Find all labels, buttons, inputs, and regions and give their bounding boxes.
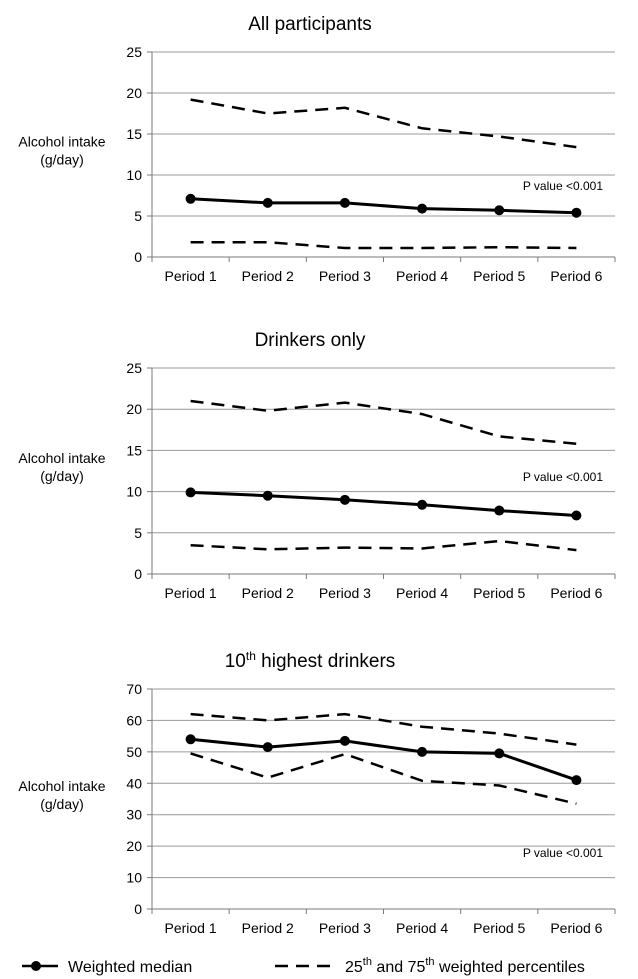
x-tick-label: Period 3 — [319, 268, 371, 284]
y-tick-label: 10 — [126, 167, 142, 183]
chart-title-superscript: th — [246, 649, 256, 663]
legend-percentile-label: 25th and 75th weighted percentiles — [345, 956, 585, 976]
data-point — [339, 197, 350, 208]
y-axis-label-line2: (g/day) — [40, 468, 84, 484]
y-axis-label-line1: Alcohol intake — [18, 778, 105, 794]
y-tick-label: 20 — [126, 85, 142, 101]
data-point — [262, 490, 273, 501]
data-point — [494, 505, 505, 516]
data-point — [339, 494, 350, 505]
x-tick-label: Period 3 — [319, 585, 371, 601]
y-tick-label: 10 — [126, 870, 142, 886]
data-point — [185, 734, 196, 745]
y-tick-label: 10 — [126, 484, 142, 500]
y-tick-label: 70 — [126, 681, 142, 697]
p-value-annotation: P value <0.001 — [523, 470, 604, 484]
chart-title-text: All participants — [248, 14, 372, 35]
y-tick-label: 50 — [126, 744, 142, 760]
legend-median-marker-icon — [31, 961, 41, 971]
chart-title: 10th highest drinkers — [225, 649, 396, 672]
y-tick-label: 20 — [126, 401, 142, 417]
legend-percentile-part2: and 75 — [372, 959, 425, 976]
x-tick-label: Period 6 — [550, 920, 602, 936]
series-line-median — [190, 490, 577, 517]
series-line-median — [190, 737, 577, 782]
data-point — [494, 748, 505, 759]
x-tick-label: Period 4 — [396, 920, 448, 936]
data-point — [185, 193, 196, 204]
p-value-annotation: P value <0.001 — [523, 179, 604, 193]
series-line-dashed — [190, 712, 577, 746]
legend-percentile-sup2: th — [425, 956, 434, 968]
data-point — [571, 207, 582, 218]
data-point — [571, 775, 582, 786]
y-tick-label: 60 — [126, 712, 142, 728]
p-value-annotation: P value <0.001 — [523, 846, 604, 860]
series-line-dashed — [190, 240, 577, 250]
data-point — [339, 735, 350, 746]
y-tick-label: 30 — [126, 807, 142, 823]
data-point — [262, 742, 273, 753]
y-tick-label: 0 — [134, 249, 142, 265]
y-tick-label: 40 — [126, 775, 142, 791]
legend-median-label: Weighted median — [68, 959, 192, 976]
chart-panel-3: 10th highest drinkers010203040506070Peri… — [18, 649, 616, 936]
legend: Weighted median 25th and 75th weighted pe… — [22, 956, 585, 976]
x-tick-label: Period 6 — [550, 585, 602, 601]
data-point — [417, 499, 428, 510]
y-tick-label: 0 — [134, 566, 142, 582]
series-line-dashed — [190, 98, 577, 149]
x-tick-label: Period 5 — [473, 268, 525, 284]
y-tick-label: 25 — [126, 360, 142, 376]
y-tick-label: 5 — [134, 525, 142, 541]
series-line-dashed — [190, 539, 577, 552]
y-axis-label-line1: Alcohol intake — [18, 134, 105, 150]
legend-percentile-sup1: th — [363, 956, 372, 968]
series-line-median — [190, 197, 577, 215]
x-tick-label: Period 6 — [550, 268, 602, 284]
x-tick-label: Period 5 — [473, 920, 525, 936]
data-point — [417, 203, 428, 214]
chart-title: All participants — [248, 14, 372, 35]
chart-panel-2: Drinkers only 0 5 10 15 20 25 Period 1 Period 2 P… — [18, 330, 616, 601]
chart-title: Drinkers only — [255, 330, 366, 351]
y-tick-label: 25 — [126, 44, 142, 60]
series-line-dashed — [190, 399, 577, 446]
x-tick-label: Period 4 — [396, 585, 448, 601]
y-tick-label: 15 — [126, 442, 142, 458]
y-axis-label-line1: Alcohol intake — [18, 450, 105, 466]
chart-panel-1: All participants 0 5 10 15 20 25 Period 1 Period… — [18, 14, 616, 284]
legend-percentile-part3: weighted percentiles — [435, 959, 585, 976]
data-point — [494, 205, 505, 216]
series-line-dashed — [190, 752, 577, 805]
chart-title-text: 10 — [225, 651, 246, 672]
y-tick-label: 15 — [126, 126, 142, 142]
x-tick-label: Period 2 — [242, 268, 294, 284]
chart-title-text: Drinkers only — [255, 330, 366, 351]
x-tick-label: Period 1 — [165, 268, 217, 284]
x-tick-label: Period 2 — [242, 920, 294, 936]
legend-percentile-part1: 25 — [345, 959, 363, 976]
x-tick-label: Period 3 — [319, 920, 371, 936]
data-point — [417, 746, 428, 757]
y-axis-label-line2: (g/day) — [40, 796, 84, 812]
y-tick-label: 0 — [134, 901, 142, 917]
x-tick-label: Period 4 — [396, 268, 448, 284]
chart-title-rest: highest drinkers — [256, 651, 395, 672]
y-tick-label: 20 — [126, 838, 142, 854]
x-tick-label: Period 2 — [242, 585, 294, 601]
y-axis-label-line2: (g/day) — [40, 152, 84, 168]
x-tick-label: Period 1 — [165, 585, 217, 601]
data-point — [571, 510, 582, 521]
data-point — [262, 197, 273, 208]
data-point — [185, 487, 196, 498]
y-tick-label: 5 — [134, 208, 142, 224]
x-tick-label: Period 5 — [473, 585, 525, 601]
x-tick-label: Period 1 — [165, 920, 217, 936]
